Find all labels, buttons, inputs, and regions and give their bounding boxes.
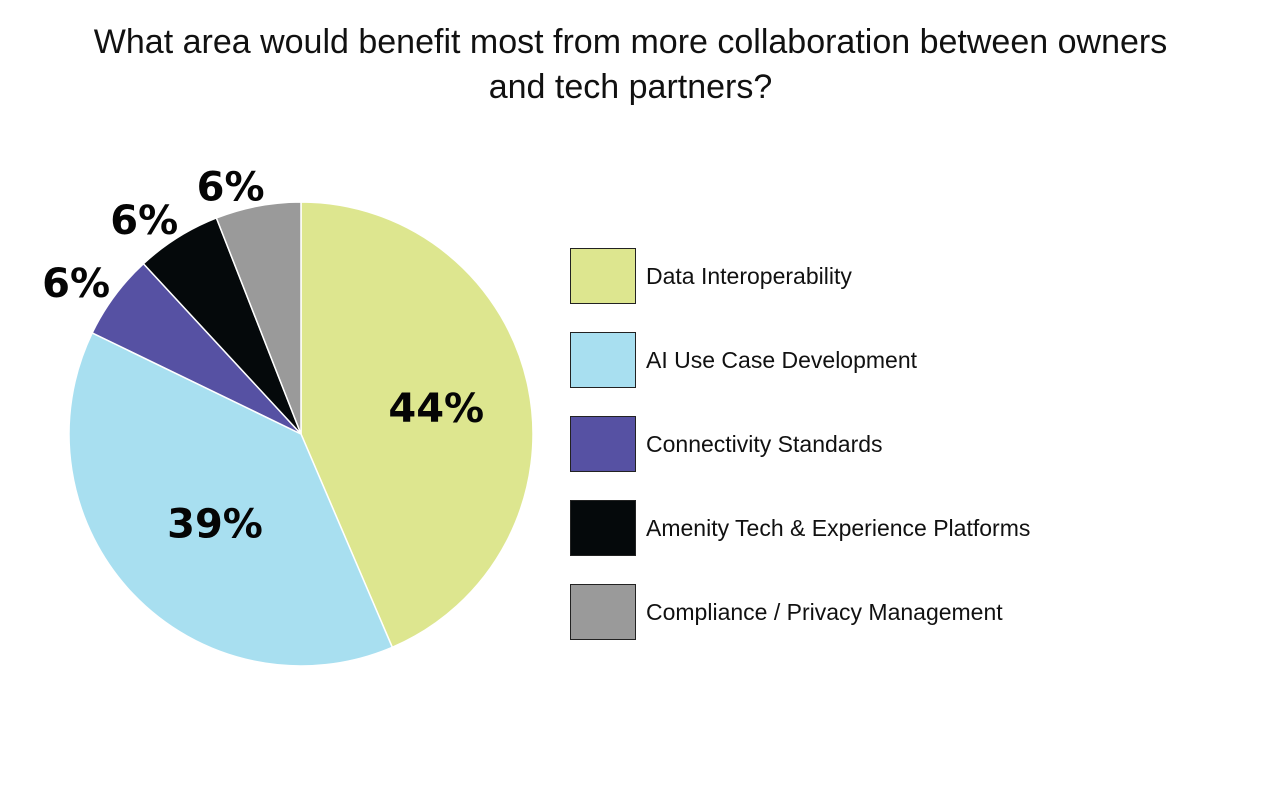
chart-title-line-1: What area would benefit most from more c… <box>93 23 1168 61</box>
legend-swatch-data-interoperability <box>570 248 636 304</box>
legend-label-data-interoperability: Data Interoperability <box>646 263 852 289</box>
pie-slice-compliance-privacy <box>215 201 302 435</box>
legend-item-amenity-tech: Amenity Tech & Experience Platforms <box>570 500 1190 584</box>
legend-label-compliance-privacy: Compliance / Privacy Management <box>646 599 1003 625</box>
legend-swatch-compliance-privacy <box>570 584 636 640</box>
data-label-data-interoperability: 44% <box>388 386 484 432</box>
data-label-connectivity-standards: 6% <box>42 261 110 307</box>
chart-title-line-2: and tech partners? <box>488 68 773 106</box>
legend-swatch-connectivity-standards <box>570 416 636 472</box>
legend-item-connectivity-standards: Connectivity Standards <box>570 416 1190 500</box>
legend-item-ai-use-case-development: AI Use Case Development <box>570 332 1190 416</box>
legend-item-data-interoperability: Data Interoperability <box>570 248 1190 332</box>
legend-swatch-ai-use-case-development <box>570 332 636 388</box>
chart-legend: Data Interoperability AI Use Case Develo… <box>570 248 1190 668</box>
pie-slice-ai-use-case-development <box>68 331 394 667</box>
legend-item-compliance-privacy: Compliance / Privacy Management <box>570 584 1190 668</box>
data-label-compliance-privacy: 6% <box>197 164 265 210</box>
legend-swatch-amenity-tech <box>570 500 636 556</box>
legend-label-amenity-tech: Amenity Tech & Experience Platforms <box>646 515 1031 541</box>
legend-label-ai-use-case-development: AI Use Case Development <box>646 347 918 373</box>
chart-title: What area would benefit most from more c… <box>20 20 1241 110</box>
data-label-ai-use-case-development: 39% <box>167 502 263 548</box>
legend-label-connectivity-standards: Connectivity Standards <box>646 431 883 457</box>
data-label-amenity-tech: 6% <box>110 198 178 244</box>
pie-slice-data-interoperability <box>300 201 534 649</box>
